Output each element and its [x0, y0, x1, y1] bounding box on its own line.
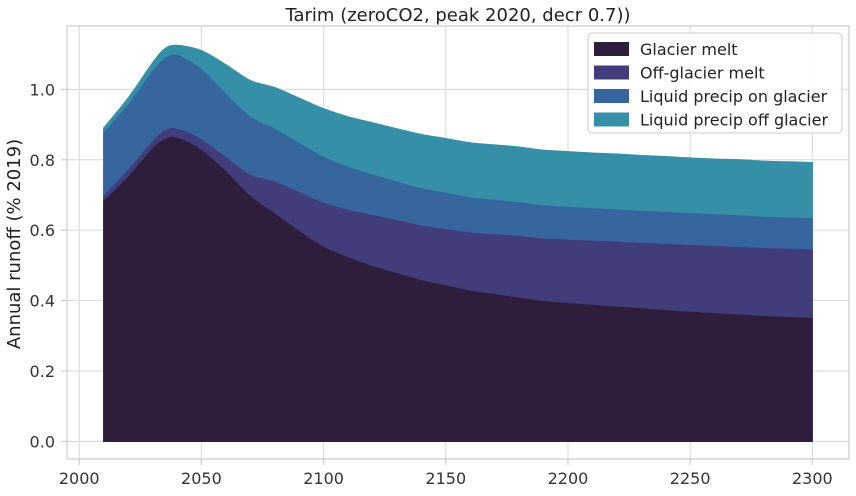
- y-tick-label: 0.8: [30, 151, 55, 170]
- x-axis: 2000 2050 2100 2150 2200 2250 2300: [59, 459, 833, 488]
- plot-frame: [66, 25, 850, 460]
- x-tick-label: 2250: [670, 469, 711, 488]
- x-tick-label: 2300: [792, 469, 833, 488]
- chart-title: Tarim (zeroCO2, peak 2020, decr 0.7)): [284, 5, 630, 26]
- legend-box: [587, 32, 843, 134]
- legend-label: Liquid precip off glacier: [640, 111, 828, 130]
- area-series-4: [103, 44, 813, 219]
- x-tick-label: 2200: [548, 469, 589, 488]
- y-axis-title: Annual runoff (% 2019): [4, 139, 25, 349]
- y-tick-label: 0.4: [30, 292, 55, 311]
- y-tick-label: 0.6: [30, 221, 55, 240]
- x-tick-label: 2100: [303, 469, 344, 488]
- legend-label: Liquid precip on glacier: [640, 87, 828, 106]
- legend-label: Off-glacier melt: [640, 64, 765, 83]
- y-tick-label: 0.2: [30, 362, 55, 381]
- legend-swatch: [594, 112, 629, 127]
- y-axis: 0.0 0.2 0.4 0.6 0.8 1.0: [30, 80, 67, 451]
- y-tick-label: 1.0: [30, 80, 55, 99]
- legend-swatch: [594, 89, 629, 103]
- legend-swatch: [594, 65, 629, 80]
- y-tick-label: 0.0: [30, 432, 55, 451]
- legend-swatch: [594, 42, 629, 56]
- legend-label: Glacier melt: [640, 40, 738, 59]
- x-tick-label: 2050: [181, 469, 222, 488]
- x-tick-label: 2000: [59, 469, 100, 488]
- x-tick-label: 2150: [425, 469, 466, 488]
- legend: Glacier melt Off-glacier melt Liquid preci…: [587, 32, 843, 134]
- stacked-areas: [103, 44, 813, 442]
